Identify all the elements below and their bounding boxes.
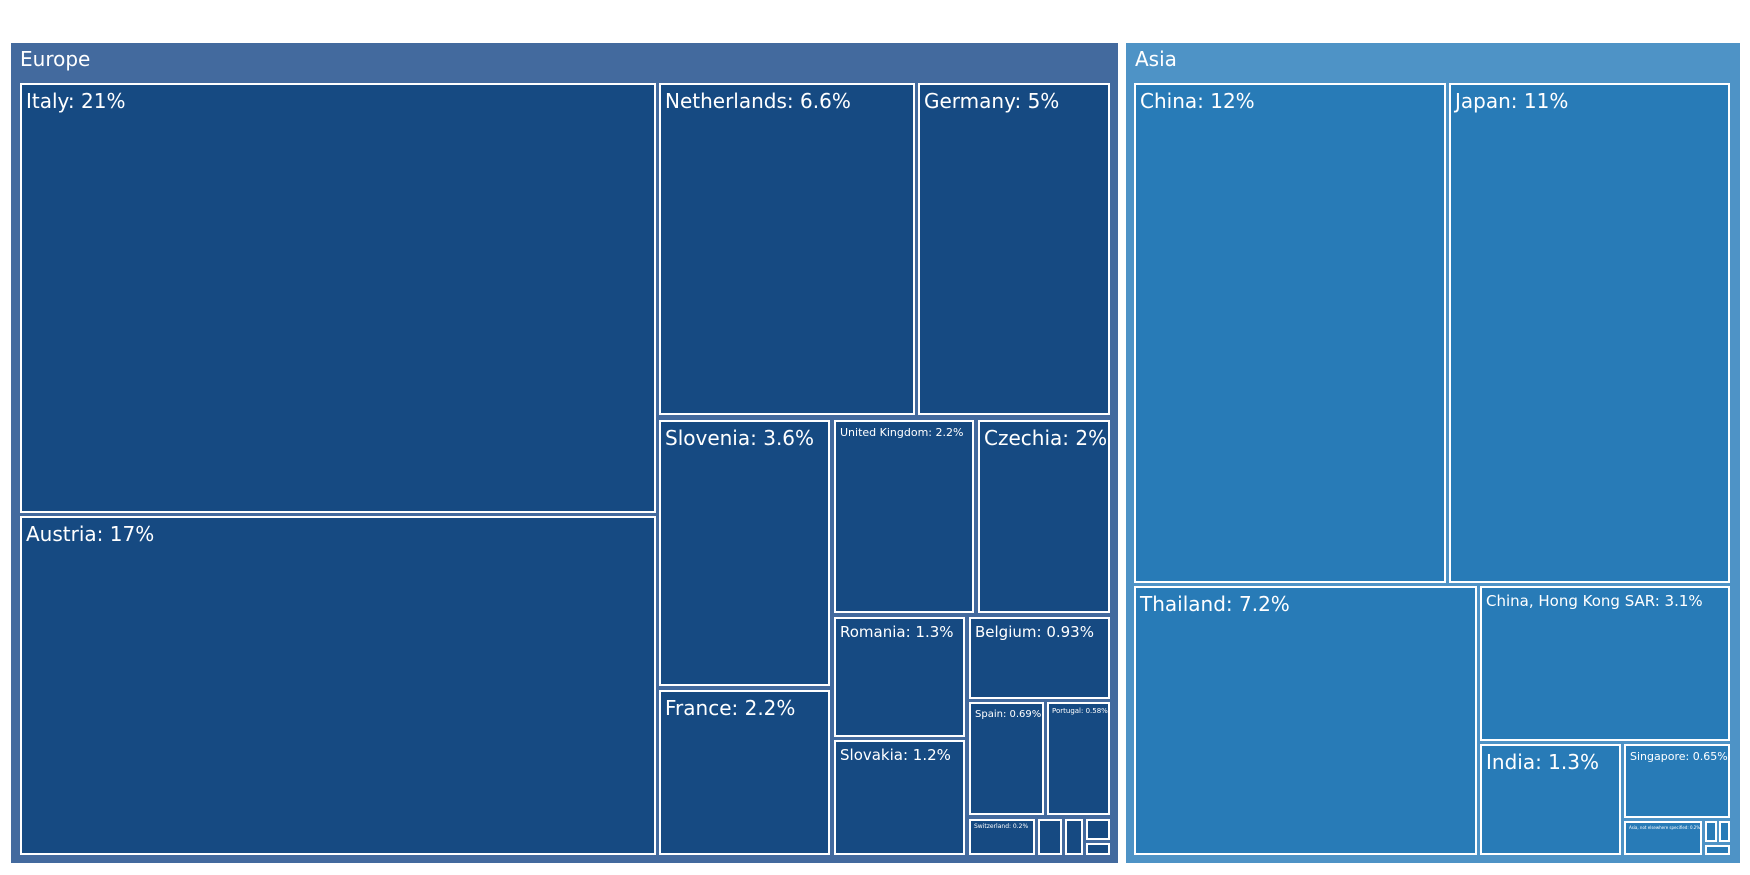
- treemap-cell-japan: Japan: 11%: [1449, 83, 1730, 583]
- treemap-cell-germany: Germany: 5%: [918, 83, 1110, 415]
- treemap-cell-thailand: Thailand: 7.2%: [1134, 586, 1477, 855]
- cell-label: United Kingdom: 2.2%: [840, 426, 964, 439]
- treemap-cell: [1086, 819, 1110, 840]
- cell-label: Thailand: 7.2%: [1140, 592, 1290, 616]
- treemap-cell-china-hong-kong-sar: China, Hong Kong SAR: 3.1%: [1480, 586, 1730, 741]
- treemap-cell: [1065, 819, 1083, 855]
- cell-label: Spain: 0.69%: [975, 709, 1042, 720]
- cell-label: France: 2.2%: [665, 696, 796, 720]
- cell-label: Switzerland: 0.2%: [974, 823, 1029, 830]
- treemap-cell-slovakia: Slovakia: 1.2%: [834, 740, 965, 855]
- treemap-cell-portugal: Portugal: 0.58%: [1047, 702, 1110, 815]
- treemap-cell-spain: Spain: 0.69%: [969, 702, 1044, 815]
- treemap-cell-singapore: Singapore: 0.65%: [1624, 744, 1730, 818]
- treemap-cell-italy: Italy: 21%: [20, 83, 656, 513]
- treemap-cell-switzerland: Switzerland: 0.2%: [969, 819, 1035, 855]
- cell-label: Belgium: 0.93%: [975, 623, 1094, 641]
- treemap-cell-france: France: 2.2%: [659, 690, 830, 855]
- cell-label: Slovenia: 3.6%: [665, 426, 815, 450]
- cell-label: Slovakia: 1.2%: [840, 746, 951, 764]
- group-label: Europe: [20, 47, 91, 71]
- treemap-cell-united-kingdom: United Kingdom: 2.2%: [834, 420, 974, 613]
- cell-label: Czechia: 2%: [984, 426, 1108, 450]
- group-label: Asia: [1135, 47, 1177, 71]
- treemap-cell-china: China: 12%: [1134, 83, 1446, 583]
- cell-label: Asia, not elsewhere specified: 0.2%: [1629, 825, 1701, 830]
- cell-label: Portugal: 0.58%: [1052, 707, 1108, 715]
- cell-label: India: 1.3%: [1486, 750, 1599, 774]
- treemap-cell-czechia: Czechia: 2%: [978, 420, 1110, 613]
- treemap-cell-asia-not-elsewhere-specified: Asia, not elsewhere specified: 0.2%: [1624, 821, 1702, 855]
- treemap-cell-romania: Romania: 1.3%: [834, 617, 965, 737]
- treemap-cell-slovenia: Slovenia: 3.6%: [659, 420, 830, 686]
- treemap-cell-netherlands: Netherlands: 6.6%: [659, 83, 915, 415]
- treemap-cell: [1086, 843, 1110, 855]
- cell-label: China, Hong Kong SAR: 3.1%: [1486, 592, 1703, 610]
- cell-label: Netherlands: 6.6%: [665, 89, 851, 113]
- treemap-cell-austria: Austria: 17%: [20, 516, 656, 855]
- cell-label: Italy: 21%: [26, 89, 126, 113]
- treemap-cell: [1705, 845, 1730, 855]
- cell-label: Singapore: 0.65%: [1630, 750, 1728, 763]
- cell-label: Austria: 17%: [26, 522, 155, 546]
- cell-label: Romania: 1.3%: [840, 623, 954, 641]
- treemap-cell: [1705, 821, 1717, 842]
- cell-label: China: 12%: [1140, 89, 1255, 113]
- treemap-cell: [1038, 819, 1062, 855]
- cell-label: Germany: 5%: [924, 89, 1060, 113]
- treemap-cell: [1719, 821, 1730, 842]
- cell-label: Japan: 11%: [1455, 89, 1569, 113]
- treemap-cell-belgium: Belgium: 0.93%: [969, 617, 1110, 699]
- treemap-cell-india: India: 1.3%: [1480, 744, 1621, 855]
